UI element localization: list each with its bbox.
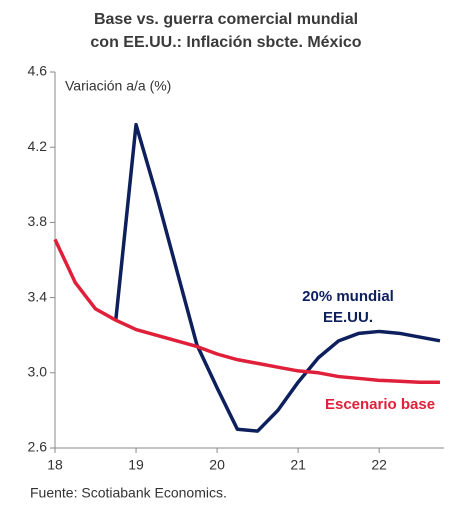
series-label: EE.UU. <box>323 309 373 326</box>
x-tick-label: 21 <box>290 457 306 473</box>
y-tick-label: 3.0 <box>28 364 48 380</box>
x-tick-label: 18 <box>47 457 63 473</box>
x-tick-label: 22 <box>371 457 387 473</box>
line-series <box>53 238 440 384</box>
chart-title: Base vs. guerra comercial mundial <box>94 11 358 28</box>
chart-title: con EE.UU.: Inflación sbcte. México <box>90 34 361 51</box>
x-tick-label: 19 <box>128 457 144 473</box>
y-tick-label: 2.6 <box>28 439 48 455</box>
source: Fuente: Scotiabank Economics. <box>30 485 227 501</box>
y-tick-label: 4.2 <box>28 138 48 154</box>
y-tick-label: 4.6 <box>28 63 48 79</box>
series-label: 20% mundial <box>302 288 394 305</box>
y-axis-label: Variación a/a (%) <box>65 78 171 94</box>
y-tick-label: 3.4 <box>28 288 48 304</box>
y-tick-label: 3.8 <box>28 213 48 229</box>
series-label: Escenario base <box>325 396 435 413</box>
line-series <box>114 122 441 433</box>
x-tick-label: 20 <box>209 457 225 473</box>
